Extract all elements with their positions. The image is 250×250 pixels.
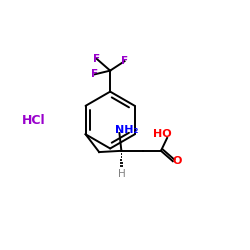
Text: NH₂: NH₂ (115, 125, 138, 135)
Text: H: H (118, 168, 125, 178)
Text: F: F (93, 54, 100, 64)
Text: F: F (121, 56, 128, 66)
Text: HO: HO (153, 128, 172, 138)
Text: O: O (172, 156, 182, 166)
Text: F: F (91, 69, 98, 79)
Text: HCl: HCl (22, 114, 45, 126)
